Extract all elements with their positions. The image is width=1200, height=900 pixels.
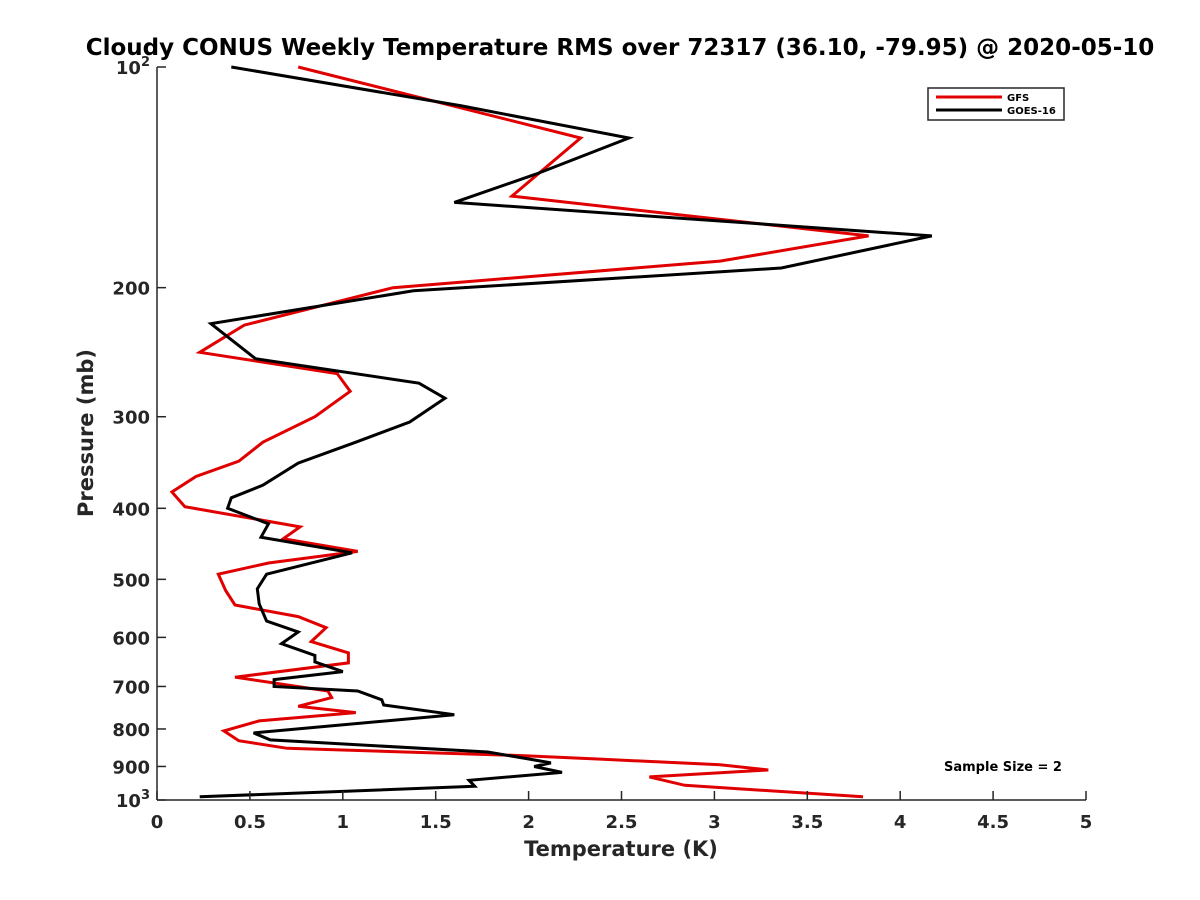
x-tick-label: 3 (708, 812, 721, 833)
series-line-goes-16 (199, 65, 933, 799)
x-tick-label: 2 (522, 812, 535, 833)
y-tick-label: 500 (112, 570, 150, 591)
y-tick-label: 103 (116, 788, 150, 812)
chart-title: Cloudy CONUS Weekly Temperature RMS over… (86, 35, 1155, 61)
y-tick-exponent: 2 (141, 55, 150, 70)
y-tick-exponent: 3 (141, 788, 150, 803)
x-tick-label: 0.5 (234, 812, 266, 833)
y-tick-label: 102 (116, 55, 150, 79)
x-tick-label: 0 (151, 812, 164, 833)
x-tick-label: 3.5 (791, 812, 823, 833)
legend-box (927, 87, 1065, 121)
x-ticks: 0 0.5 1 1.5 2 2.5 3 3.5 4 4.5 5 (151, 791, 1093, 833)
x-tick-label: 4 (894, 812, 907, 833)
x-tick-label: 2.5 (606, 812, 638, 833)
y-tick-label: 300 (112, 408, 150, 429)
y-tick-label: 800 (112, 720, 150, 741)
x-tick-label: 4.5 (977, 812, 1009, 833)
series-layer (169, 65, 933, 799)
sample-size-annotation: Sample Size = 2 (944, 760, 1062, 775)
y-tick-base: 10 (116, 58, 141, 79)
x-tick-label: 5 (1080, 812, 1093, 833)
x-tick-label: 1.5 (420, 812, 452, 833)
y-tick-label: 600 (112, 628, 150, 649)
y-tick-label: 700 (112, 677, 150, 698)
y-tick-label: 200 (112, 279, 150, 300)
y-axis-label: Pressure (mb) (74, 349, 98, 517)
x-axis-label: Temperature (K) (524, 837, 718, 861)
series-line-gfs (169, 65, 869, 799)
y-tick-base: 10 (116, 791, 141, 812)
y-tick-label: 400 (112, 499, 150, 520)
plot-axes (156, 67, 1086, 801)
legend-label: GOES-16 (1007, 106, 1056, 117)
x-tick-label: 1 (337, 812, 350, 833)
legend: GFS GOES-16 (927, 87, 1065, 121)
y-tick-label: 900 (112, 757, 150, 778)
legend-label: GFS (1007, 93, 1029, 104)
